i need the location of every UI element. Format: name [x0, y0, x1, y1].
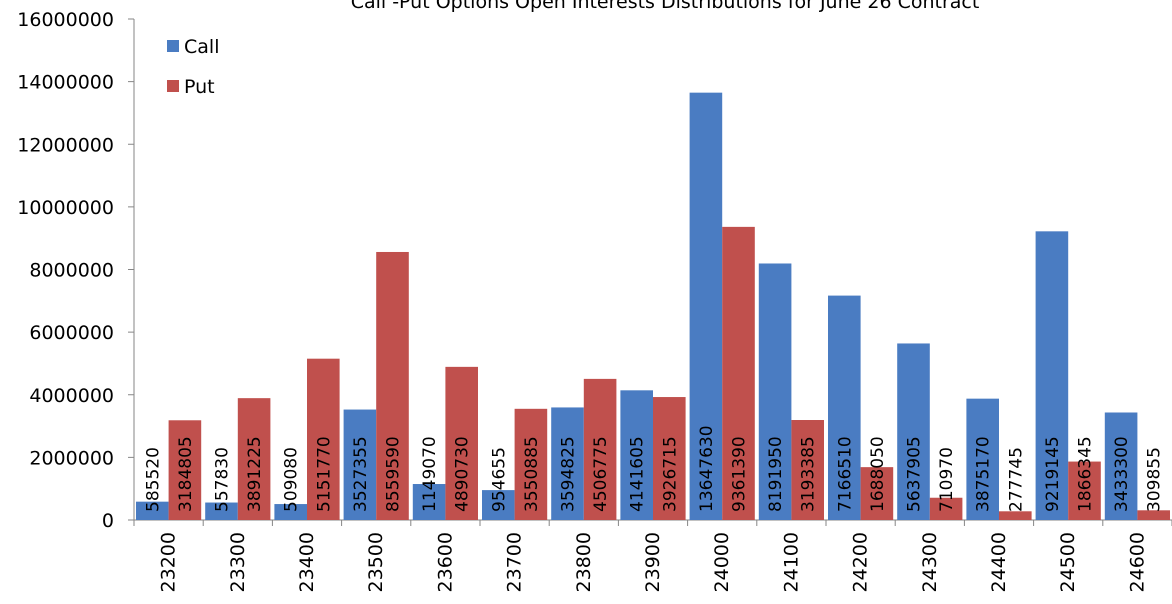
y-tick-label: 6000000 [29, 322, 114, 344]
bar-put [653, 397, 686, 520]
bar-call [897, 343, 930, 520]
bar-put [376, 251, 409, 520]
y-tick-label: 0 [102, 510, 114, 532]
y-tick-label: 2000000 [29, 447, 114, 469]
data-label-put: 4890730 [453, 436, 473, 512]
x-tick-label: 24000 [711, 532, 733, 592]
x-tick-label: 23800 [573, 532, 595, 592]
bar-call [482, 490, 515, 520]
bar-call [205, 502, 238, 520]
legend-swatch-call [167, 40, 179, 52]
chart-title: Call -Put Options Open Interests Distrib… [351, 0, 980, 13]
data-label-call: 13647630 [697, 425, 717, 512]
data-label-put: 277745 [1006, 447, 1026, 512]
x-tick-label: 23600 [434, 532, 456, 592]
legend: Call Put [167, 36, 219, 98]
bar-call [620, 390, 653, 520]
bar-put [237, 398, 271, 520]
bar-call [758, 263, 792, 520]
x-tick-label: 23700 [504, 532, 526, 592]
data-label-call: 3594825 [559, 436, 579, 512]
bar-put [1068, 461, 1101, 520]
bar-put [929, 497, 963, 520]
data-label-call: 3875170 [974, 436, 994, 512]
data-label-call: 7166510 [835, 436, 855, 512]
bar-call [1104, 412, 1138, 520]
data-label-put: 8559590 [384, 436, 404, 512]
x-tick-label: 24600 [1126, 532, 1148, 592]
x-tick-label: 24400 [988, 532, 1010, 592]
data-label-put: 4506775 [591, 436, 611, 512]
bar-call [274, 504, 307, 520]
y-tick-label: 16000000 [17, 9, 114, 31]
bar-put [514, 408, 548, 520]
legend-label-call: Call [184, 36, 219, 58]
x-tick-label: 23400 [296, 532, 318, 592]
x-tick-label: 23200 [158, 532, 180, 592]
data-label-call: 509080 [282, 447, 302, 512]
data-label-put: 1688050 [868, 436, 888, 512]
data-label-call: 557830 [213, 447, 233, 512]
data-label-put: 3550885 [522, 436, 542, 512]
x-tick-label: 23900 [642, 532, 664, 592]
bar-put [860, 467, 894, 520]
bar-call [136, 501, 169, 520]
bar-put [999, 511, 1032, 520]
y-tick-label: 14000000 [17, 72, 114, 94]
data-label-put: 3926715 [660, 436, 680, 512]
bar-call [966, 398, 999, 520]
bar-put [722, 226, 755, 521]
data-label-put: 3891225 [245, 436, 265, 512]
data-label-call: 1149070 [420, 436, 440, 512]
data-label-call: 3527355 [351, 436, 371, 512]
bar-put [168, 420, 202, 520]
x-tick-label: 24200 [850, 532, 872, 592]
bar-call [828, 295, 861, 520]
data-label-put: 3193385 [799, 436, 819, 512]
bar-put [1137, 510, 1170, 520]
y-tick-label: 8000000 [29, 260, 114, 282]
data-label-put: 3184805 [176, 436, 196, 512]
bar-call [689, 92, 723, 521]
data-label-call: 8191950 [766, 436, 786, 512]
bar-call [551, 407, 584, 520]
y-tick-label: 4000000 [29, 385, 114, 407]
y-tick-label: 12000000 [17, 134, 114, 156]
y-tick-label: 10000000 [17, 197, 114, 219]
data-label-put: 710970 [937, 447, 957, 512]
x-tick-label: 24100 [780, 532, 802, 592]
data-label-put: 5151770 [314, 436, 334, 512]
x-tick-label: 23500 [365, 532, 387, 592]
data-label-put: 1866345 [1076, 436, 1096, 512]
bar-call [412, 484, 446, 520]
data-label-call: 585520 [143, 447, 163, 512]
data-label-put: 309855 [1145, 447, 1165, 512]
data-label-call: 4141605 [628, 436, 648, 512]
data-label-call: 9219145 [1043, 436, 1063, 512]
data-label-call: 954655 [489, 447, 509, 512]
bar-put [583, 378, 617, 520]
bar-put [307, 358, 340, 520]
bar-put [445, 366, 478, 520]
data-label-call: 3433300 [1112, 436, 1132, 512]
data-label-put: 9361390 [730, 436, 750, 512]
x-tick-label: 23300 [227, 532, 249, 592]
bar-call [1035, 231, 1069, 521]
data-label-call: 5637905 [905, 436, 925, 512]
legend-swatch-put [167, 80, 179, 92]
bar-call [343, 409, 377, 520]
x-tick-label: 24300 [919, 532, 941, 592]
legend-label-put: Put [184, 76, 215, 98]
x-tick-label: 24500 [1057, 532, 1079, 592]
bar-put [791, 420, 824, 520]
